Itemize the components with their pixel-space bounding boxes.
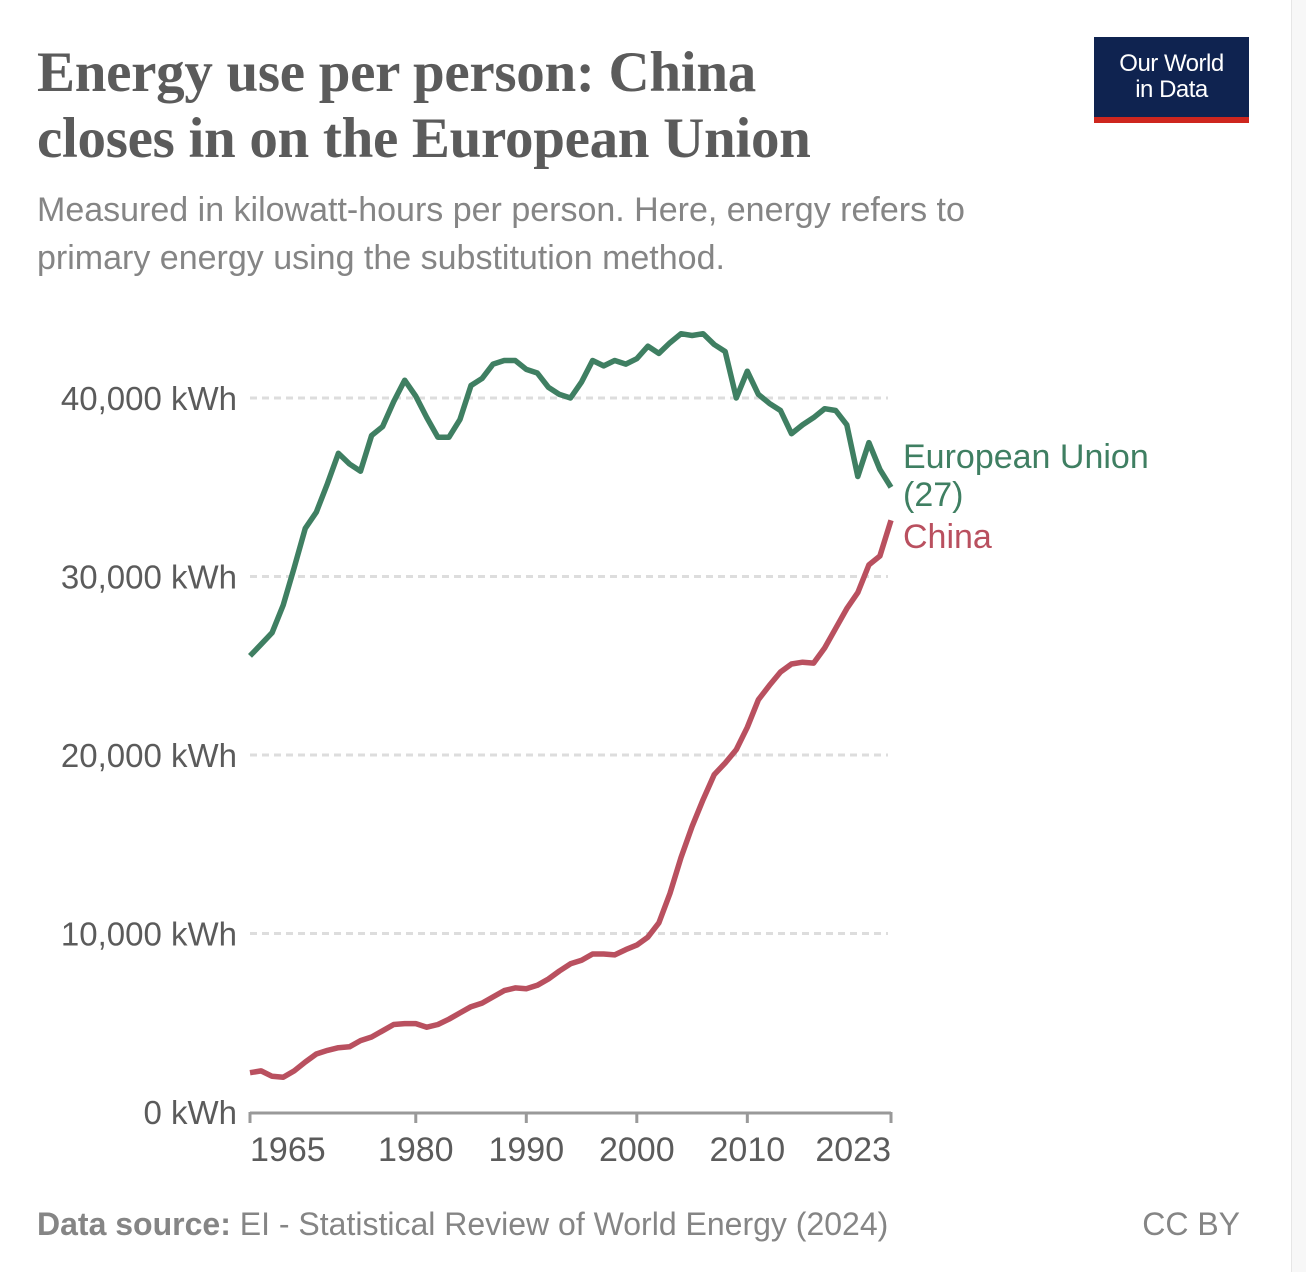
- series-label-eu: (27): [903, 476, 963, 514]
- x-axis: 1965 1980 1990 2000 2010 2023: [248, 1111, 893, 1169]
- x-tick-label: 2023: [815, 1131, 891, 1169]
- series-line-china: [249, 519, 894, 1080]
- series-lines: [248, 330, 894, 1080]
- y-tick-label: 30,000 kWh: [61, 559, 237, 596]
- y-tick-label: 20,000 kWh: [61, 737, 237, 774]
- logo-text-line-2: in Data: [1135, 76, 1208, 103]
- data-source-text: EI - Statistical Review of World Energy …: [230, 1206, 889, 1242]
- series-label-china: China: [903, 518, 992, 556]
- line-chart: 0 kWh 10,000 kWh 20,000 kWh 30,000 kWh 40,00…: [61, 330, 1149, 1169]
- chart-subtitle-line-1: Measured in kilowatt-hours per person. H…: [37, 191, 965, 229]
- license-link[interactable]: CC BY: [1142, 1206, 1240, 1242]
- x-tick-label: 2010: [710, 1131, 786, 1169]
- y-axis-tick-labels: 0 kWh 10,000 kWh 20,000 kWh 30,000 kWh 40,00…: [61, 380, 237, 1131]
- y-tick-label: 40,000 kWh: [61, 380, 237, 417]
- x-tick-label: 1990: [488, 1131, 564, 1169]
- x-tick-label: 2000: [599, 1131, 675, 1169]
- owid-logo[interactable]: Our World in Data: [1094, 37, 1249, 123]
- y-tick-label: 0 kWh: [143, 1094, 237, 1131]
- x-tick-label: 1965: [250, 1131, 326, 1169]
- page-edge: [1291, 0, 1306, 1272]
- series-label-eu: European Union: [903, 438, 1149, 476]
- chart-title-line-2: closes in on the European Union: [37, 107, 811, 170]
- y-tick-label: 10,000 kWh: [61, 916, 237, 953]
- x-tick-label: 1980: [378, 1131, 454, 1169]
- chart-subtitle-line-2: primary energy using the substitution me…: [37, 239, 725, 277]
- series-labels: European Union(27) China: [903, 438, 1149, 556]
- chart-title: Energy use per person: China closes in o…: [37, 40, 1037, 172]
- data-source: Data source: EI - Statistical Review of …: [37, 1206, 888, 1243]
- chart-title-line-1: Energy use per person: China: [37, 41, 756, 104]
- data-source-label: Data source:: [37, 1206, 231, 1242]
- series-line-eu: [248, 330, 894, 658]
- chart-subtitle: Measured in kilowatt-hours per person. H…: [37, 186, 1177, 282]
- logo-text-line-1: Our World: [1119, 50, 1224, 77]
